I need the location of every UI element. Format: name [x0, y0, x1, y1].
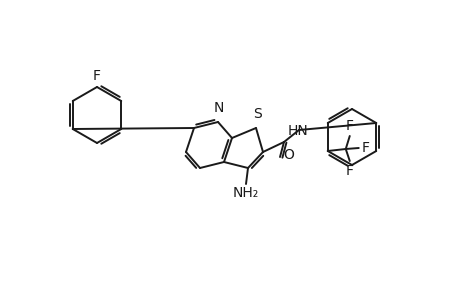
Text: N: N: [213, 101, 224, 115]
Text: S: S: [253, 107, 262, 121]
Text: F: F: [361, 141, 369, 155]
Text: HN: HN: [287, 124, 308, 138]
Text: NH₂: NH₂: [232, 186, 258, 200]
Text: F: F: [93, 69, 101, 83]
Text: F: F: [345, 164, 353, 178]
Text: F: F: [345, 119, 353, 133]
Text: O: O: [282, 148, 293, 162]
